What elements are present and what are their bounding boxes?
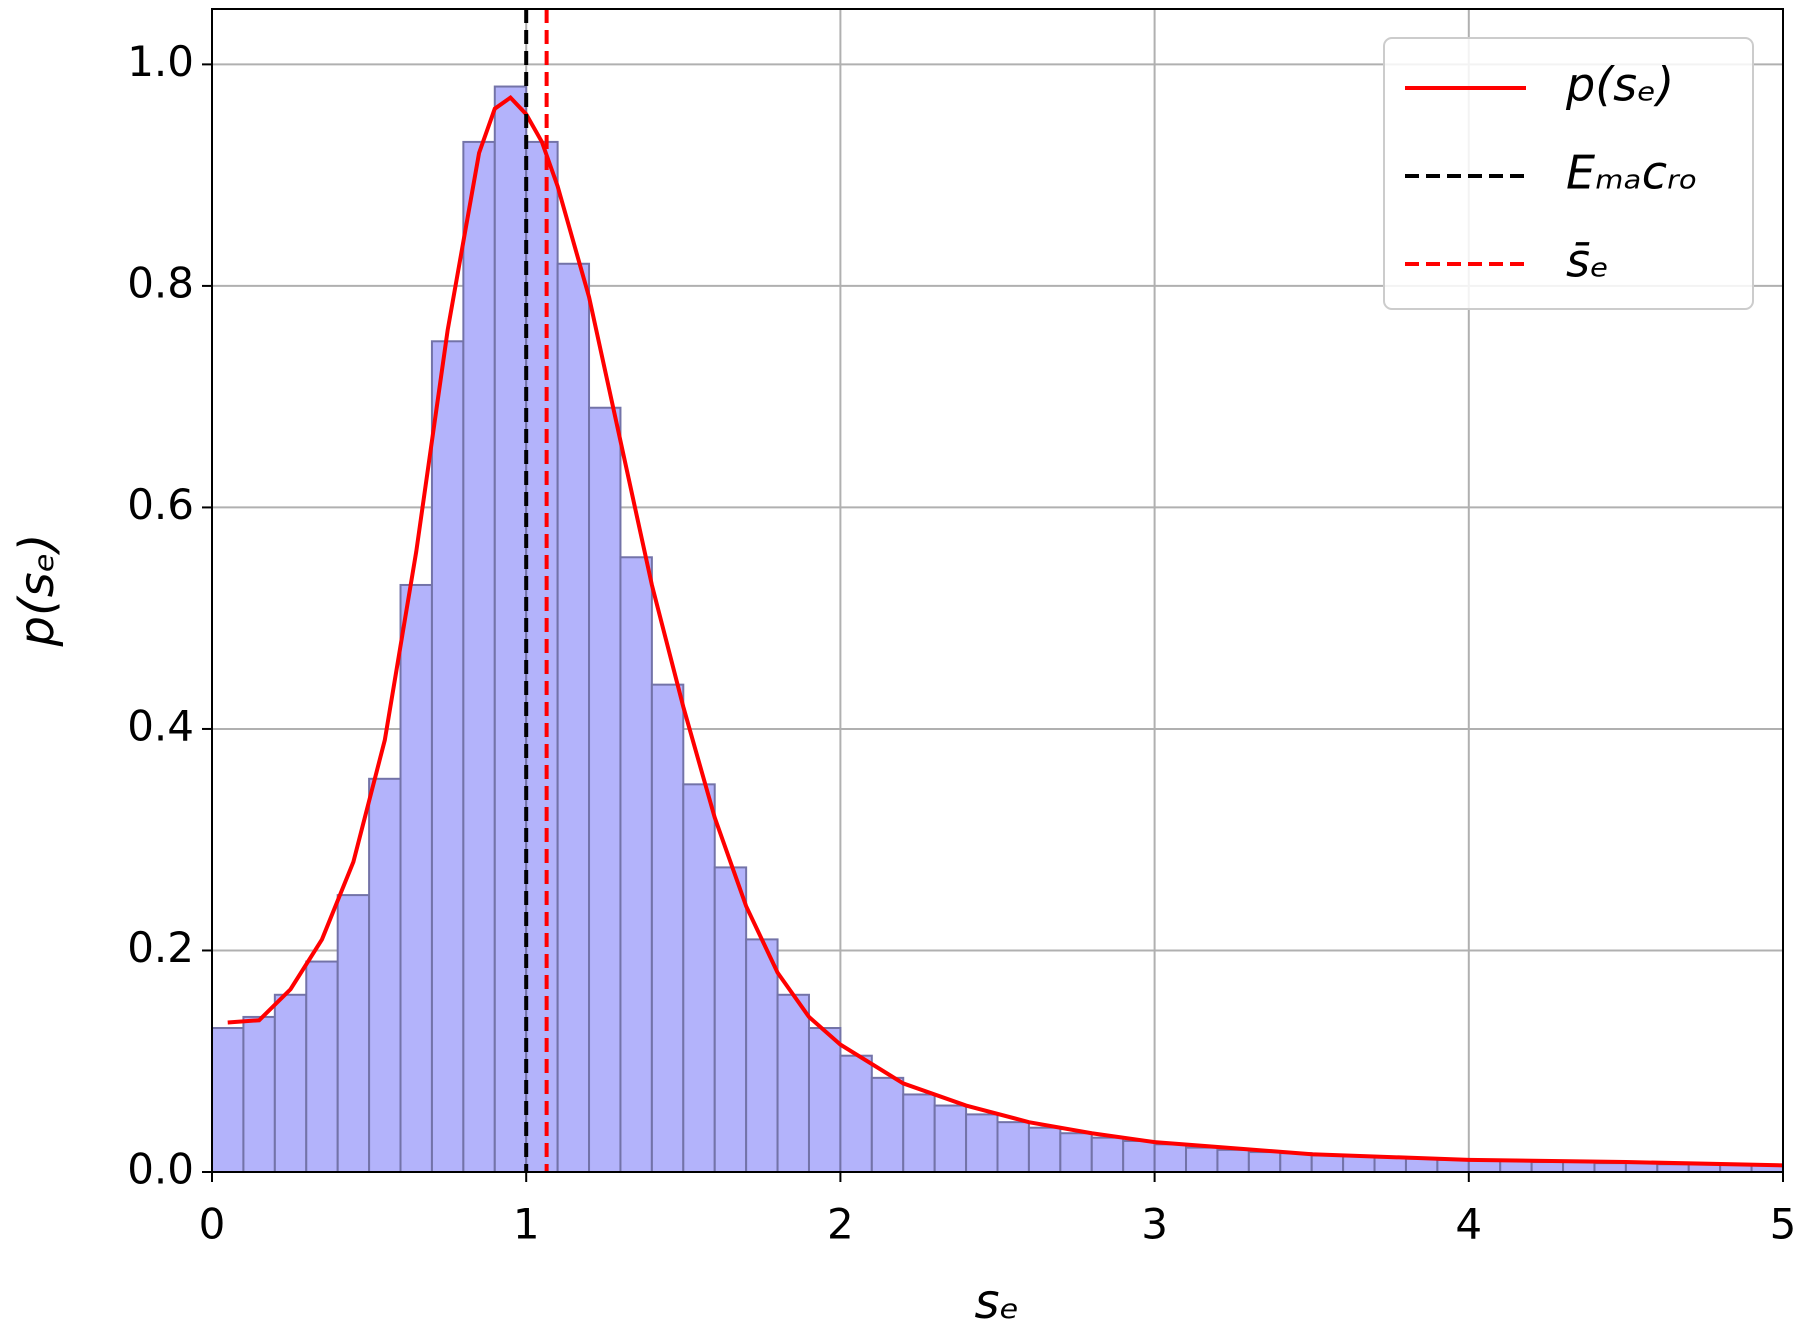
x-tick-label: 5 xyxy=(1770,1200,1797,1249)
y-tick-label: 0.8 xyxy=(127,258,194,307)
histogram-bar xyxy=(870,1076,905,1174)
histogram-bar xyxy=(1090,1136,1125,1174)
histogram-bar xyxy=(1247,1151,1282,1174)
histogram-bar xyxy=(745,938,779,1174)
histogram-bar xyxy=(807,1027,842,1173)
histogram-bar xyxy=(556,262,591,1173)
legend-label: p(sₑ) xyxy=(1565,58,1674,112)
histogram-bar xyxy=(1185,1146,1219,1173)
density-curve xyxy=(227,94,1784,1168)
legend-label: Eₘₐcᵣₒ xyxy=(1566,146,1698,200)
x-tick-label: 3 xyxy=(1141,1200,1168,1249)
histogram-bar xyxy=(1656,1163,1690,1174)
histogram-bar xyxy=(933,1104,968,1173)
y-tick-label: 1.0 xyxy=(127,37,194,86)
histogram-bar xyxy=(493,85,528,1174)
histogram-bar xyxy=(1562,1161,1596,1173)
x-tick-label: 4 xyxy=(1455,1200,1482,1249)
histogram-bar xyxy=(776,993,810,1173)
x-axis-label: sₑ xyxy=(974,1274,1019,1330)
x-tick-label: 1 xyxy=(513,1200,540,1249)
histogram-bar xyxy=(588,406,622,1173)
histogram-bar xyxy=(902,1093,936,1174)
y-tick-label: 0.6 xyxy=(127,480,194,529)
plot-frame xyxy=(211,8,1784,1173)
y-axis-label: p(sₑ) xyxy=(9,534,65,648)
histogram-bar xyxy=(1279,1152,1313,1174)
histogram-bar xyxy=(1059,1132,1093,1173)
histogram-bar xyxy=(1027,1126,1062,1173)
histogram-bar xyxy=(336,894,371,1173)
histogram-bar xyxy=(430,340,465,1173)
histogram-bar xyxy=(839,1054,873,1173)
histogram-bar xyxy=(965,1113,999,1173)
histogram-bar xyxy=(1342,1155,1376,1173)
histogram-bar xyxy=(1122,1139,1156,1174)
y-tick-label: 0.0 xyxy=(127,1145,194,1194)
histogram-bar xyxy=(1404,1157,1439,1174)
histogram-bar xyxy=(619,556,653,1173)
histogram-bar xyxy=(525,140,559,1173)
histogram-bar xyxy=(211,1027,245,1173)
y-tick-label: 0.4 xyxy=(127,701,194,750)
histogram-bar xyxy=(368,777,402,1173)
histogram-bar xyxy=(273,993,308,1173)
histogram-bar xyxy=(399,583,433,1173)
x-tick-label: 2 xyxy=(827,1200,854,1249)
legend-label: s̄ₑ xyxy=(1566,234,1609,288)
histogram-bar xyxy=(996,1121,1030,1173)
histogram-bar xyxy=(650,683,685,1174)
histogram-bar xyxy=(713,866,748,1174)
histogram-bar xyxy=(242,1015,276,1174)
legend-box xyxy=(1383,37,1754,310)
histogram-bar xyxy=(1530,1161,1565,1173)
histogram-bar xyxy=(1153,1143,1188,1174)
histogram-bar xyxy=(462,140,496,1173)
histogram-bar xyxy=(682,783,716,1173)
x-tick-label: 0 xyxy=(199,1200,226,1249)
histogram-bar xyxy=(1310,1154,1345,1174)
histogram-bar xyxy=(1373,1156,1407,1173)
y-tick-label: 0.2 xyxy=(127,923,194,972)
histogram-bar xyxy=(305,960,339,1173)
histogram-bar xyxy=(1216,1148,1250,1174)
histogram-bar xyxy=(1593,1162,1627,1173)
